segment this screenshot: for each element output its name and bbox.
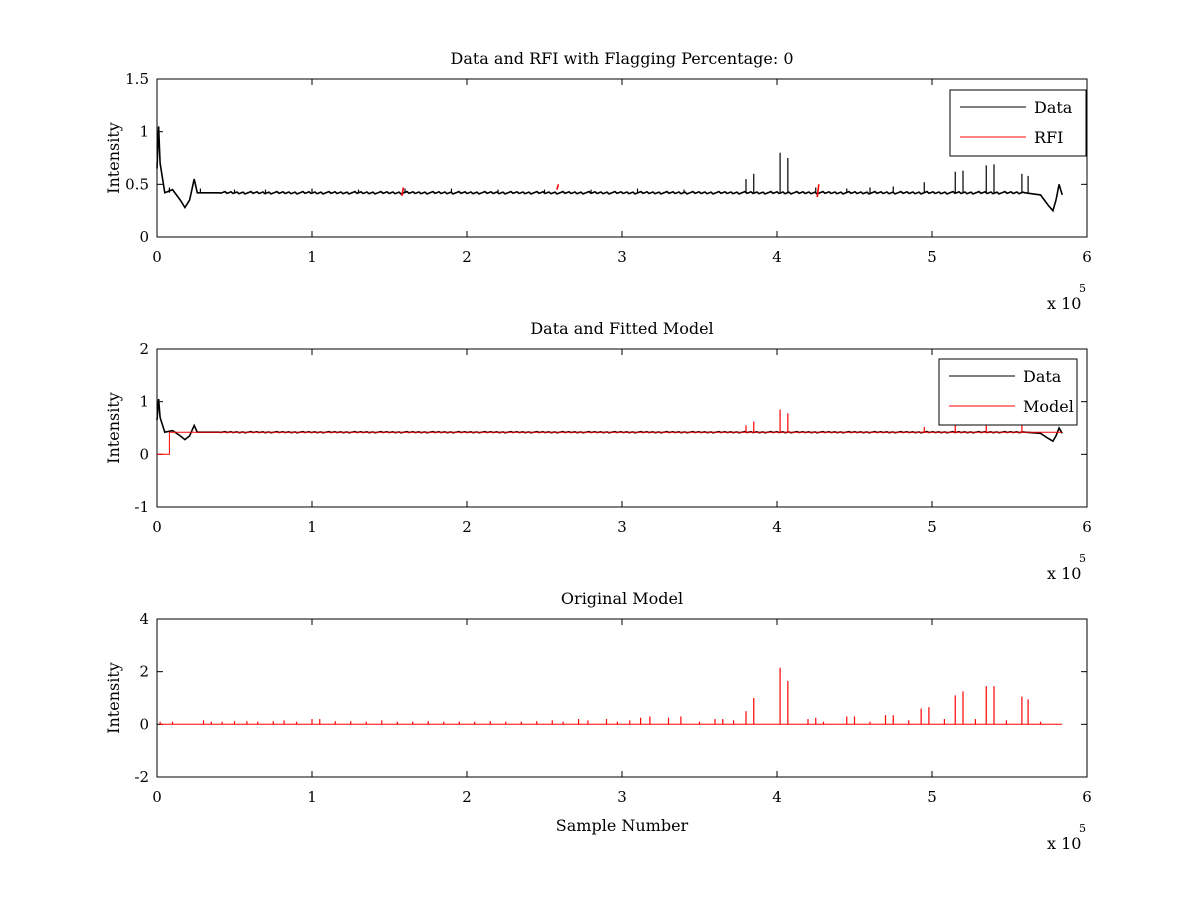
x-multiplier-exponent: 5 xyxy=(1079,552,1086,565)
legend-box xyxy=(949,89,1087,157)
x-tick-label: 4 xyxy=(772,788,782,806)
y-axis-label: Intensity xyxy=(104,122,123,194)
rfi-mark xyxy=(401,187,405,197)
chart-title: Data and RFI with Flagging Percentage: 0 xyxy=(450,49,793,68)
x-tick-label: 3 xyxy=(617,788,627,806)
rfi-mark xyxy=(556,184,560,190)
legend-label-rfi: RFI xyxy=(1034,128,1063,147)
y-tick-label: 2 xyxy=(139,340,149,358)
x-tick-label: 5 xyxy=(927,518,937,536)
x-tick-label: 5 xyxy=(927,248,937,266)
y-tick-label: 0 xyxy=(139,715,149,733)
legend: Data Model xyxy=(938,358,1078,426)
x-tick-label: 3 xyxy=(617,248,627,266)
panel-original-model: Original Model Intensity Sample Number 0 1 2 3… xyxy=(104,589,1092,853)
x-tick-label: 4 xyxy=(772,518,782,536)
y-axis-label: Intensity xyxy=(104,662,123,734)
y-tick-label: -1 xyxy=(134,498,149,516)
x-multiplier-exponent: 5 xyxy=(1079,282,1086,295)
y-tick-label: 1 xyxy=(139,393,149,411)
x-tick-label: 6 xyxy=(1082,518,1092,536)
x-tick-label: 2 xyxy=(462,248,472,266)
x-multiplier: x 10 xyxy=(1047,564,1081,583)
legend-label-data: Data xyxy=(1034,98,1073,117)
x-tick-label: 0 xyxy=(152,248,162,266)
legend: Data RFI xyxy=(949,89,1087,157)
x-tick-label: 6 xyxy=(1082,788,1092,806)
y-axis-label: Intensity xyxy=(104,392,123,464)
x-tick-label: 1 xyxy=(307,788,317,806)
legend-box xyxy=(938,358,1078,426)
x-multiplier: x 10 xyxy=(1047,294,1081,313)
y-tick-label: 4 xyxy=(139,610,149,628)
x-tick-label: 4 xyxy=(772,248,782,266)
y-tick-label: 1 xyxy=(139,123,149,141)
y-tick-label: -2 xyxy=(134,768,149,786)
x-tick-label: 6 xyxy=(1082,248,1092,266)
series-line-model xyxy=(157,431,1063,455)
x-multiplier-exponent: 5 xyxy=(1079,822,1086,835)
x-axis-label: Sample Number xyxy=(556,816,689,835)
y-tick-label: 0 xyxy=(139,445,149,463)
axes-box xyxy=(156,348,1088,508)
y-tick-label: 2 xyxy=(139,663,149,681)
series-line-data xyxy=(156,126,1063,213)
axes-box xyxy=(156,618,1088,778)
x-tick-label: 0 xyxy=(152,788,162,806)
axes-box xyxy=(156,78,1088,238)
rfi-mark xyxy=(816,184,820,198)
panel-rfi-flagging: Data and RFI with Flagging Percentage: 0… xyxy=(104,49,1092,313)
chart-title: Original Model xyxy=(561,589,683,608)
x-tick-label: 3 xyxy=(617,518,627,536)
y-tick-label: 0.5 xyxy=(125,175,149,193)
x-tick-label: 2 xyxy=(462,788,472,806)
x-tick-label: 1 xyxy=(307,248,317,266)
y-tick-label: 0 xyxy=(139,228,149,246)
x-multiplier: x 10 xyxy=(1047,834,1081,853)
x-tick-label: 2 xyxy=(462,518,472,536)
chart-title: Data and Fitted Model xyxy=(530,319,713,338)
x-tick-label: 5 xyxy=(927,788,937,806)
legend-label-model: Model xyxy=(1023,397,1074,416)
y-tick-label: 1.5 xyxy=(125,70,149,88)
x-tick-label: 1 xyxy=(307,518,317,536)
legend-label-data: Data xyxy=(1023,367,1062,386)
x-tick-label: 0 xyxy=(152,518,162,536)
